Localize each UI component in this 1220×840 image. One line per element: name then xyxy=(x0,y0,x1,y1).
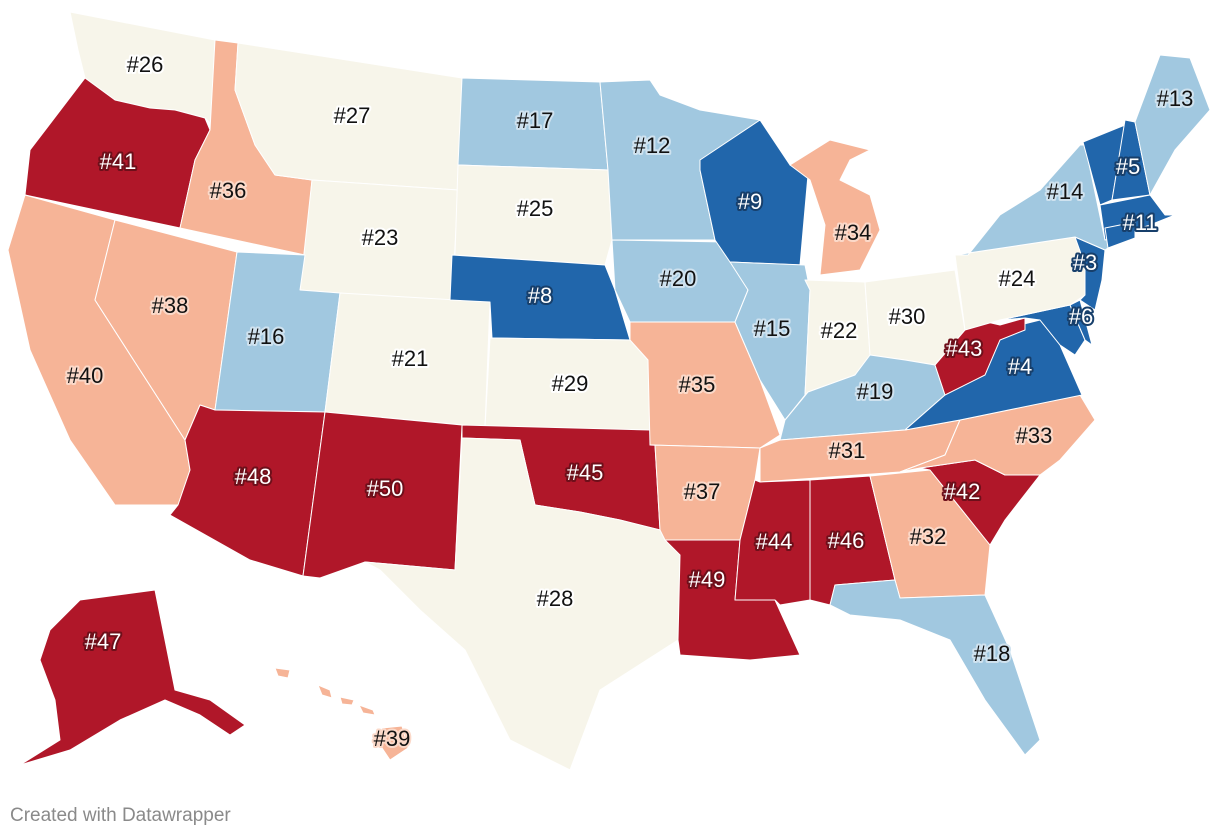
state-nm[interactable] xyxy=(302,411,463,579)
state-fl[interactable] xyxy=(829,579,1041,756)
state-me[interactable] xyxy=(1134,54,1211,196)
state-ks[interactable] xyxy=(484,337,651,431)
state-nd[interactable] xyxy=(457,77,609,171)
datawrapper-credit: Created with Datawrapper xyxy=(10,805,231,826)
state-mi[interactable] xyxy=(789,139,881,276)
state-de[interactable] xyxy=(1069,299,1093,346)
state-co[interactable] xyxy=(324,292,491,428)
state-hi[interactable] xyxy=(274,667,409,761)
state-ak[interactable] xyxy=(19,589,246,766)
state-shapes xyxy=(7,11,1211,771)
state-wy[interactable] xyxy=(299,179,459,303)
state-az[interactable] xyxy=(169,404,326,577)
us-choropleth-map: #26#41#40#36#38#27#23#16#48#21#50#17#25#… xyxy=(7,11,1211,771)
state-nj[interactable] xyxy=(1074,236,1106,311)
state-sd[interactable] xyxy=(454,164,613,266)
state-ct[interactable] xyxy=(1104,221,1136,249)
state-tx[interactable] xyxy=(364,437,681,771)
